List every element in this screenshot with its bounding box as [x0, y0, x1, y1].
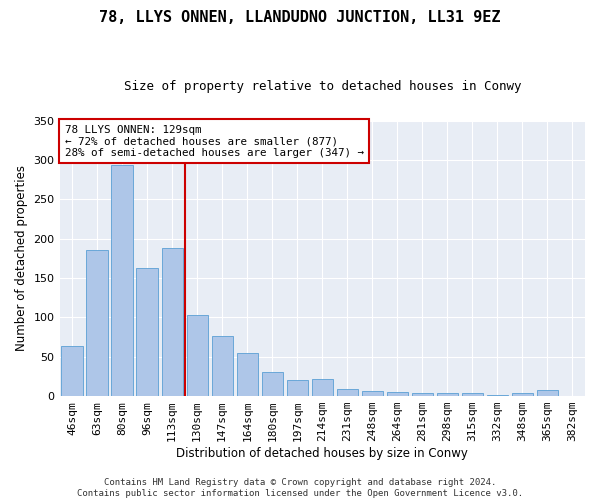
Bar — [86, 250, 108, 396]
Bar — [362, 390, 383, 396]
Bar — [136, 268, 158, 396]
Bar — [61, 346, 83, 396]
Bar — [537, 390, 558, 396]
Text: 78, LLYS ONNEN, LLANDUDNO JUNCTION, LL31 9EZ: 78, LLYS ONNEN, LLANDUDNO JUNCTION, LL31… — [99, 10, 501, 25]
Text: 78 LLYS ONNEN: 129sqm
← 72% of detached houses are smaller (877)
28% of semi-det: 78 LLYS ONNEN: 129sqm ← 72% of detached … — [65, 124, 364, 158]
Title: Size of property relative to detached houses in Conwy: Size of property relative to detached ho… — [124, 80, 521, 93]
Text: Contains HM Land Registry data © Crown copyright and database right 2024.
Contai: Contains HM Land Registry data © Crown c… — [77, 478, 523, 498]
Bar — [212, 336, 233, 396]
Bar — [112, 166, 133, 396]
Bar — [187, 315, 208, 396]
Bar — [437, 393, 458, 396]
Bar — [387, 392, 408, 396]
Bar — [161, 248, 183, 396]
X-axis label: Distribution of detached houses by size in Conwy: Distribution of detached houses by size … — [176, 447, 468, 460]
Bar — [311, 379, 333, 396]
Bar — [512, 393, 533, 396]
Bar — [412, 393, 433, 396]
Bar — [287, 380, 308, 396]
Bar — [262, 372, 283, 396]
Bar — [236, 353, 258, 396]
Bar — [462, 393, 483, 396]
Bar — [337, 389, 358, 396]
Y-axis label: Number of detached properties: Number of detached properties — [15, 166, 28, 352]
